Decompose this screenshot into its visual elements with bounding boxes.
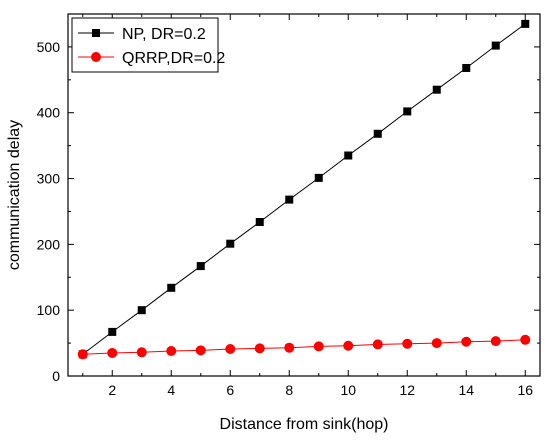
data-point <box>491 41 500 50</box>
data-point <box>343 340 354 351</box>
data-point <box>136 347 147 358</box>
data-point <box>167 283 176 292</box>
data-point <box>108 327 117 336</box>
data-point <box>402 338 413 349</box>
data-point <box>344 151 353 160</box>
legend-box <box>71 17 219 73</box>
legend-item: QRRP,DR=0.2 <box>78 50 225 67</box>
series-layer <box>77 19 531 360</box>
axes-layer: 2 4 6 8 10 12 14 16 0 100 200 300 400 500 <box>37 13 540 398</box>
x-tick-label: 8 <box>285 382 293 398</box>
legend: NP, DR=0.2 QRRP,DR=0.2 <box>71 17 225 73</box>
data-point <box>254 343 265 354</box>
data-point <box>284 342 295 353</box>
y-tick-label: 300 <box>37 171 61 187</box>
data-point <box>226 239 235 248</box>
x-tick-label: 6 <box>226 382 234 398</box>
x-tick-label: 4 <box>167 382 175 398</box>
data-point <box>166 345 177 356</box>
data-point <box>461 336 472 347</box>
data-point <box>255 217 264 226</box>
y-tick-label: 500 <box>37 39 61 55</box>
data-point <box>372 339 383 350</box>
legend-item: NP, DR=0.2 <box>78 26 206 43</box>
x-tick-label: 14 <box>458 382 474 398</box>
data-point <box>403 107 412 116</box>
plot-area <box>68 14 540 376</box>
data-point <box>196 262 205 271</box>
plot-frame <box>67 13 541 377</box>
series-2 <box>77 334 531 360</box>
y-tick-label: 100 <box>37 302 61 318</box>
data-point <box>225 344 236 355</box>
legend-marker <box>92 29 100 37</box>
x-tick-label: 10 <box>340 382 356 398</box>
x-tick-label: 16 <box>517 382 533 398</box>
data-point <box>285 195 294 204</box>
series-line <box>82 23 526 355</box>
data-point <box>314 173 323 182</box>
x-axis-label: Distance from sink(hop) <box>220 416 389 433</box>
data-point <box>77 349 88 360</box>
data-point <box>432 85 441 94</box>
data-point <box>137 306 146 315</box>
data-point <box>431 338 442 349</box>
data-point <box>520 334 531 345</box>
data-point <box>195 345 206 356</box>
y-tick-label: 200 <box>37 236 61 252</box>
y-tick-label: 400 <box>37 105 61 121</box>
data-point <box>462 63 471 72</box>
series-line <box>82 339 526 355</box>
data-point <box>373 129 382 138</box>
data-point <box>313 341 324 352</box>
legend-label: QRRP,DR=0.2 <box>122 50 225 67</box>
data-point <box>107 347 118 358</box>
y-axis-label: communication delay <box>6 120 23 270</box>
x-tick-label: 12 <box>399 382 415 398</box>
legend-marker <box>91 52 101 62</box>
x-tick-label: 2 <box>108 382 116 398</box>
y-tick-label: 0 <box>52 368 60 384</box>
data-point <box>521 19 530 28</box>
data-point <box>490 336 501 347</box>
legend-label: NP, DR=0.2 <box>122 26 206 43</box>
